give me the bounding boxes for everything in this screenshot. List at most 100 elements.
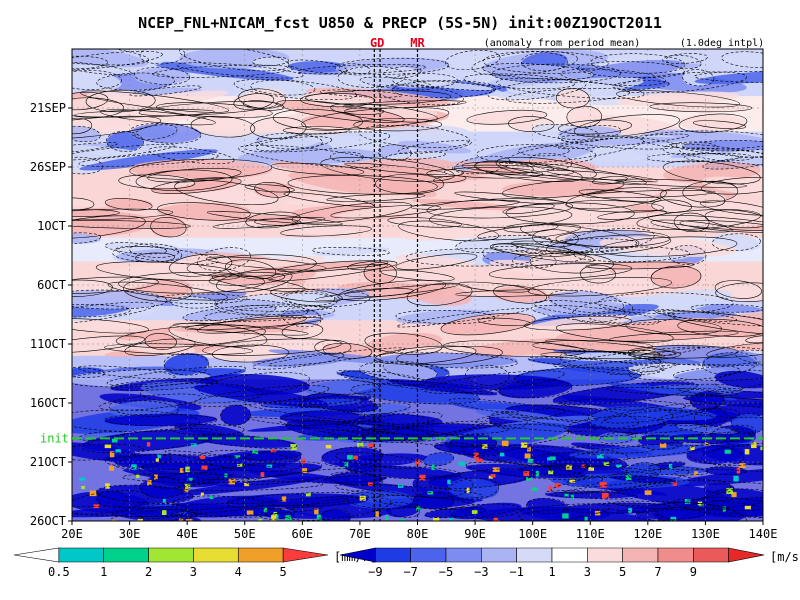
precip-speck xyxy=(569,478,576,483)
contour-line xyxy=(447,434,497,456)
contour-line xyxy=(190,115,256,138)
precip-legend-label: 5 xyxy=(280,565,287,579)
contour-line xyxy=(173,323,309,336)
precip-speck xyxy=(155,458,159,462)
precip-speck xyxy=(188,477,193,481)
anomaly-cell xyxy=(701,176,763,195)
contour-line xyxy=(600,410,715,434)
contour-line xyxy=(193,433,298,449)
anomaly-cell xyxy=(173,422,244,437)
contour-line xyxy=(329,151,364,162)
contour-line xyxy=(186,254,317,278)
precip-speck xyxy=(744,505,751,510)
contour-line xyxy=(573,114,680,138)
anomaly-cell xyxy=(105,198,153,210)
contour-line xyxy=(637,434,683,450)
contour-line xyxy=(682,140,763,152)
precip-speck xyxy=(492,467,500,472)
grid-lines xyxy=(72,49,763,521)
contour-line xyxy=(410,199,520,210)
precip-speck xyxy=(447,479,451,485)
anomaly-cell xyxy=(191,116,255,138)
y-tick-label: 6OCT xyxy=(37,278,66,292)
contour-line xyxy=(628,363,741,381)
contour-line xyxy=(148,146,235,165)
contour-line xyxy=(557,133,690,149)
contour-line xyxy=(353,118,443,132)
precip-speck xyxy=(178,518,184,521)
contour-line xyxy=(115,246,219,265)
contour-line xyxy=(396,307,529,328)
anomaly-cell xyxy=(203,336,342,359)
precip-speck xyxy=(760,446,763,451)
contour-line xyxy=(560,350,662,364)
contour-line xyxy=(518,508,662,521)
u850-legend-swatch xyxy=(410,547,447,563)
precip-speck xyxy=(185,466,190,473)
contour-line xyxy=(639,351,682,360)
contour-line xyxy=(484,416,597,432)
contour-line xyxy=(507,137,644,164)
x-tick-label: 50E xyxy=(234,527,256,541)
x-axis: 20E 30E 40E 50E 60E 70E 80E 90E 100E 110E 120E 130E… xyxy=(61,521,777,541)
contour-line xyxy=(626,462,662,480)
contour-line xyxy=(72,143,176,161)
contour-line xyxy=(72,335,146,353)
contour-line xyxy=(149,471,219,489)
contour-line xyxy=(110,378,218,391)
contour-line xyxy=(335,423,483,448)
precip-speck xyxy=(131,464,137,470)
contour-line xyxy=(465,462,586,481)
contour-line xyxy=(255,136,333,152)
precip-legend-label: 3 xyxy=(190,565,197,579)
contour-line xyxy=(72,301,155,326)
contour-line xyxy=(245,450,302,461)
contour-line xyxy=(526,498,569,514)
contour-line xyxy=(690,304,763,313)
contour-line xyxy=(599,236,738,257)
contour-line xyxy=(202,338,342,356)
y-tick-label: 11OCT xyxy=(30,337,66,351)
contour-line xyxy=(712,233,761,251)
precip-speck xyxy=(325,444,332,449)
contour-line xyxy=(353,466,461,479)
contour-line xyxy=(429,206,573,229)
chart-subtitle-left: (anomaly from period mean) xyxy=(484,38,641,49)
contour-line xyxy=(612,500,729,511)
u850-legend-label: 5 xyxy=(619,565,626,579)
anomaly-cell xyxy=(527,277,672,297)
contour-line xyxy=(171,495,281,518)
precip-speck xyxy=(584,516,588,521)
precip-speck xyxy=(415,459,421,466)
anomaly-cell xyxy=(569,444,715,459)
u850-legend-label: 7 xyxy=(654,565,661,579)
anomaly-cell xyxy=(134,67,190,85)
contour-line xyxy=(666,54,702,69)
contour-line xyxy=(254,182,291,198)
contour-line xyxy=(311,247,390,256)
precip-speck xyxy=(564,493,569,497)
contour-line xyxy=(198,449,302,472)
contour-line xyxy=(72,55,108,70)
contour-line xyxy=(679,220,763,233)
precip-speck xyxy=(548,470,554,475)
u850-legend-label: −1 xyxy=(509,565,523,579)
precip-speck xyxy=(375,511,379,517)
u850-legend-unit: [m/s] xyxy=(770,550,800,564)
contour-line xyxy=(440,313,536,336)
contour-line xyxy=(677,318,763,337)
contour-line xyxy=(329,471,384,487)
contour-line xyxy=(150,217,187,238)
contour-line xyxy=(197,247,251,271)
contour-line xyxy=(548,289,624,314)
precip-legend-label: 4 xyxy=(235,565,242,579)
contour-line xyxy=(321,446,384,468)
precip-speck xyxy=(184,483,191,489)
contour-line xyxy=(563,502,674,514)
contour-line xyxy=(115,324,266,348)
anomaly-cell xyxy=(72,49,149,68)
contour-line xyxy=(139,476,186,499)
contour-line xyxy=(336,370,389,381)
anomaly-cell xyxy=(721,51,763,68)
contour-line xyxy=(513,366,642,387)
